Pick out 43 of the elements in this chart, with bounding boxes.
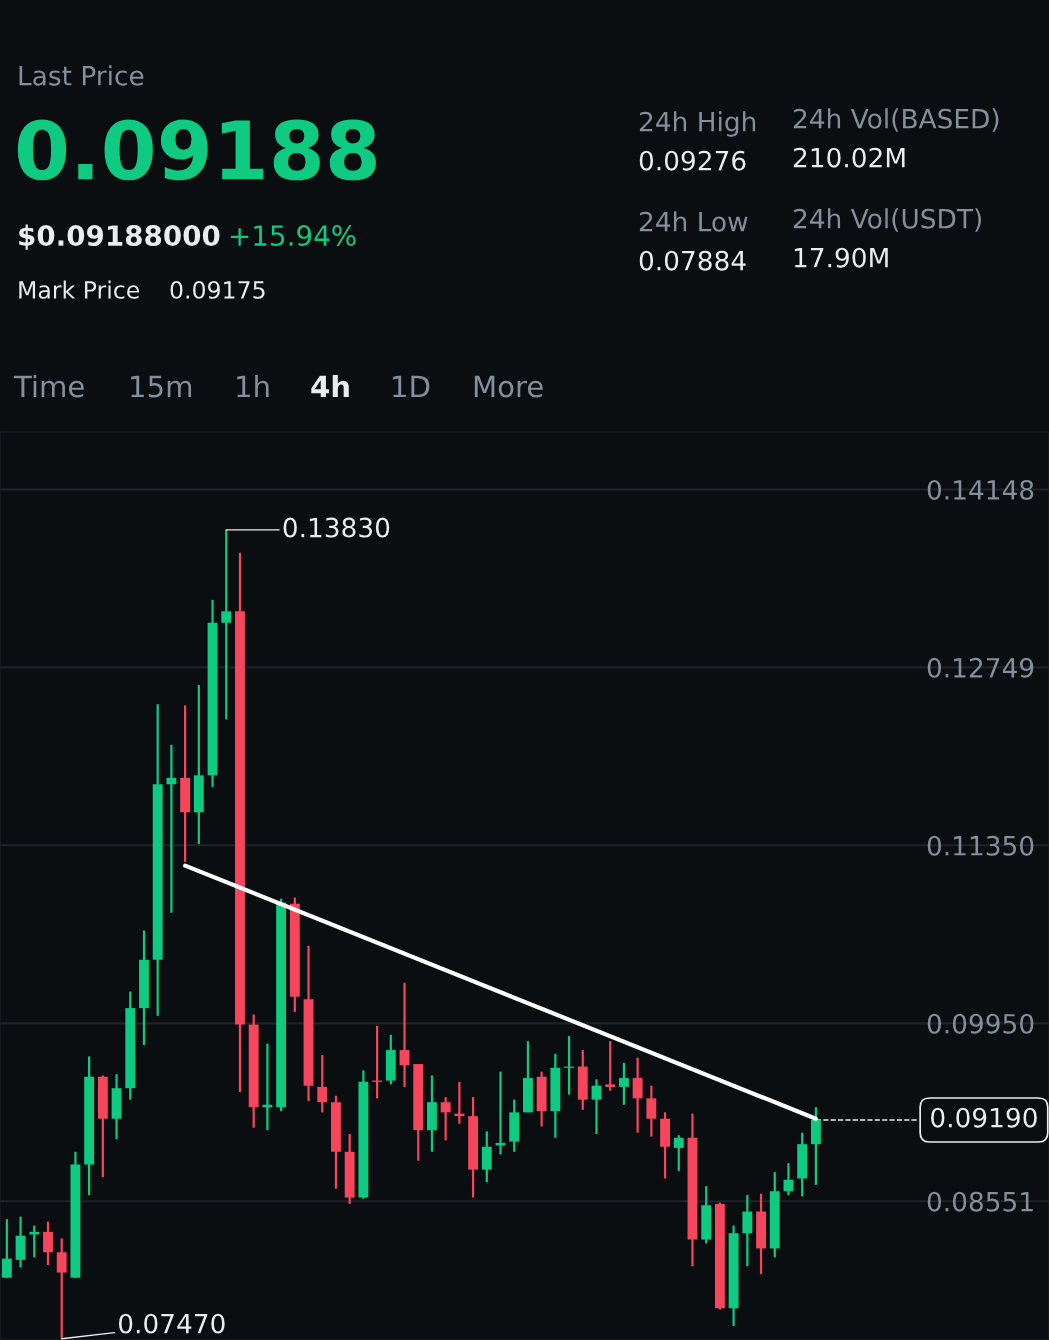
candlestick <box>166 743 177 914</box>
y-tick-label: 0.11350 <box>927 835 1034 856</box>
candlestick <box>56 1237 67 1340</box>
candlestick <box>440 1095 451 1142</box>
candlestick <box>673 1134 684 1172</box>
text: +15.94% <box>230 225 356 247</box>
text: More <box>474 375 543 398</box>
candlestick <box>618 1061 629 1106</box>
text: 17.90M <box>794 247 888 268</box>
text: Last Price <box>19 65 144 86</box>
text: $0.09188000 <box>19 224 220 250</box>
y-tick-label: 0.14148 <box>927 479 1034 500</box>
candlestick <box>632 1056 643 1134</box>
text: 0.09188 <box>17 119 376 181</box>
candlestick <box>221 528 232 721</box>
candlestick <box>481 1130 492 1184</box>
text: 0.07884 <box>639 250 746 271</box>
text: 210.02M <box>793 147 905 168</box>
candlestick <box>317 1054 328 1114</box>
text: Time <box>13 374 84 398</box>
candlestick <box>591 1078 602 1136</box>
annotation: 0.13830 <box>283 517 390 538</box>
y-tick-label: 0.12749 <box>927 657 1034 678</box>
text: 15m <box>131 375 192 398</box>
candlestick <box>1 1218 12 1279</box>
text: 24h Low <box>639 211 748 232</box>
candlestick <box>605 1040 616 1092</box>
text: 1D <box>393 375 430 398</box>
y-tick-label: 0.09950 <box>927 1013 1034 1034</box>
text: 24h Vol(USDT) <box>793 208 981 232</box>
text: 1h <box>237 374 269 398</box>
candlestick <box>43 1220 53 1267</box>
text: 4h <box>311 374 349 398</box>
text: 24h High <box>639 111 756 137</box>
text: 0.09175 <box>170 280 265 299</box>
y-tick-label: 0.08551 <box>927 1191 1033 1212</box>
text: 0.09276 <box>639 150 746 171</box>
ref-line-label: 0.09190 <box>931 1107 1037 1128</box>
annotation: 0.07470 <box>119 1313 225 1334</box>
candlestick <box>742 1193 753 1268</box>
text: Mark Price <box>19 280 140 299</box>
candlestick <box>646 1084 657 1138</box>
text: 24h Vol(BASED) <box>793 108 999 132</box>
